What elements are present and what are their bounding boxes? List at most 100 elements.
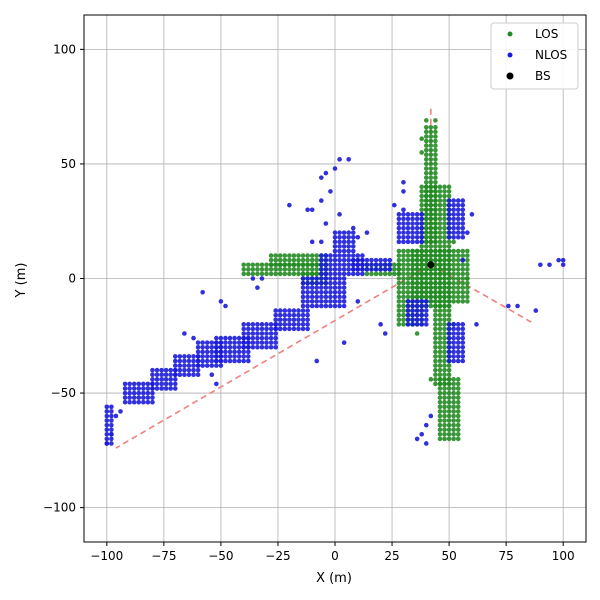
nlos-point	[341, 280, 347, 286]
nlos-point	[282, 326, 288, 332]
nlos-point	[332, 234, 338, 240]
los-point	[414, 294, 420, 300]
los-point	[401, 285, 406, 290]
los-point	[437, 234, 443, 240]
nlos-point	[378, 257, 383, 263]
nlos-point	[323, 303, 329, 309]
los-point	[442, 276, 447, 281]
nlos-point	[300, 299, 306, 304]
nlos-point	[332, 285, 338, 290]
los-point	[437, 377, 443, 382]
nlos-point	[410, 225, 415, 231]
los-point	[282, 253, 288, 258]
los-point	[428, 377, 434, 382]
nlos-point	[369, 262, 374, 268]
los-point	[428, 230, 434, 235]
nlos-point	[319, 239, 324, 245]
nlos-point	[209, 354, 215, 359]
nlos-point	[455, 349, 461, 355]
los-point	[465, 271, 470, 277]
nlos-point	[319, 271, 324, 277]
los-point	[451, 262, 456, 268]
nlos-point	[332, 271, 338, 277]
nlos-point	[287, 202, 292, 208]
los-point	[287, 271, 292, 277]
los-point	[446, 312, 452, 318]
los-point	[282, 271, 288, 277]
los-point	[410, 257, 415, 263]
los-point	[428, 303, 434, 309]
los-point	[401, 317, 406, 323]
nlos-point	[560, 257, 566, 263]
nlos-point	[332, 294, 338, 300]
nlos-point	[255, 340, 260, 345]
los-point	[423, 161, 429, 167]
nlos-point	[259, 326, 265, 332]
nlos-point	[328, 267, 333, 272]
nlos-point	[346, 267, 351, 272]
nlos-point	[328, 253, 333, 258]
los-point	[446, 427, 452, 433]
nlos-point	[172, 363, 178, 368]
nlos-point	[446, 322, 452, 327]
los-point	[423, 267, 429, 272]
nlos-point	[136, 386, 142, 391]
nlos-point	[346, 253, 351, 258]
nlos-point	[360, 253, 365, 258]
nlos-point	[305, 308, 310, 313]
los-point	[433, 118, 438, 123]
los-point	[396, 322, 402, 327]
nlos-point	[446, 225, 452, 231]
los-point	[314, 257, 320, 263]
nlos-point	[145, 399, 151, 405]
los-point	[446, 276, 452, 281]
nlos-point	[104, 432, 110, 437]
nlos-point	[177, 358, 183, 364]
los-point	[437, 395, 443, 400]
los-point	[442, 289, 447, 295]
los-point	[405, 289, 411, 295]
nlos-point	[405, 322, 411, 327]
nlos-point	[455, 335, 461, 341]
nlos-point	[104, 413, 110, 419]
nlos-point	[405, 308, 411, 313]
los-point	[423, 184, 429, 190]
los-point	[433, 175, 438, 180]
nlos-point	[209, 372, 215, 378]
los-point	[446, 404, 452, 410]
los-point	[428, 166, 434, 171]
los-point	[437, 257, 443, 263]
los-point	[423, 198, 429, 203]
los-point	[287, 257, 292, 263]
nlos-point	[469, 212, 475, 217]
los-point	[433, 157, 438, 162]
nlos-point	[460, 344, 466, 350]
nlos-point	[150, 381, 155, 387]
nlos-point	[300, 308, 306, 313]
los-point	[442, 386, 447, 391]
nlos-point	[232, 354, 237, 359]
nlos-point	[328, 294, 333, 300]
los-point	[442, 381, 447, 387]
nlos-point	[460, 340, 466, 345]
los-point	[442, 198, 447, 203]
nlos-point	[186, 367, 192, 373]
nlos-point	[191, 367, 196, 373]
nlos-point	[172, 381, 178, 387]
nlos-point	[236, 340, 242, 345]
nlos-point	[296, 317, 301, 323]
nlos-point	[309, 239, 315, 245]
nlos-point	[419, 239, 425, 245]
nlos-point	[195, 358, 201, 364]
nlos-point	[109, 409, 114, 414]
nlos-point	[414, 234, 420, 240]
los-point	[455, 432, 461, 437]
los-point	[437, 289, 443, 295]
nlos-point	[186, 358, 192, 364]
nlos-point	[172, 354, 178, 359]
nlos-point	[401, 234, 406, 240]
nlos-point	[414, 436, 420, 442]
x-tick-label: 50	[441, 549, 456, 563]
los-point	[465, 257, 470, 263]
nlos-point	[350, 271, 356, 277]
